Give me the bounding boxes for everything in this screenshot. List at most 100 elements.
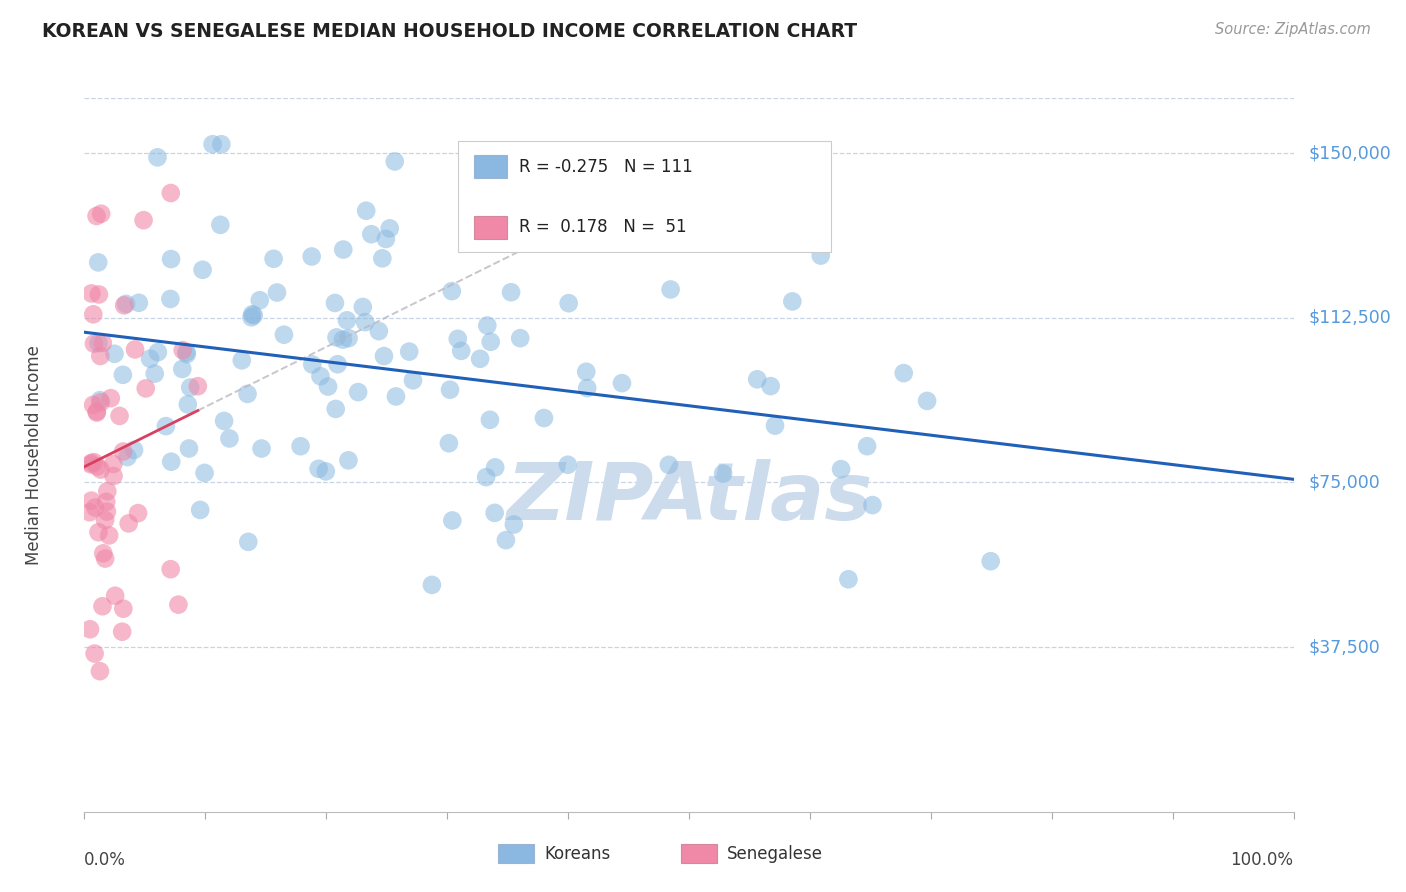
Point	[231, 353, 253, 368]
Point	[155, 419, 177, 434]
Text: $37,500: $37,500	[1308, 638, 1379, 656]
Point	[209, 218, 232, 232]
Point	[108, 409, 131, 423]
Point	[250, 442, 273, 456]
Point	[273, 327, 295, 342]
Point	[83, 647, 105, 661]
Point	[475, 470, 498, 484]
Point	[82, 398, 104, 412]
Point	[83, 336, 105, 351]
Point	[439, 383, 461, 397]
Point	[167, 598, 190, 612]
Point	[159, 562, 181, 576]
Point	[212, 414, 235, 428]
Point	[122, 442, 145, 457]
Point	[132, 213, 155, 227]
Point	[87, 287, 110, 301]
Text: KOREAN VS SENEGALESE MEDIAN HOUSEHOLD INCOME CORRELATION CHART: KOREAN VS SENEGALESE MEDIAN HOUSEHOLD IN…	[42, 22, 858, 41]
Text: $112,500: $112,500	[1308, 309, 1391, 326]
Text: R =  0.178   N =  51: R = 0.178 N = 51	[519, 219, 686, 236]
Point	[128, 295, 150, 310]
Point	[96, 505, 118, 519]
Point	[94, 513, 117, 527]
Point	[309, 369, 332, 384]
Point	[104, 589, 127, 603]
Point	[763, 418, 786, 433]
Point	[127, 506, 149, 520]
Point	[325, 330, 347, 344]
Point	[103, 469, 125, 483]
Point	[332, 333, 354, 347]
Point	[337, 453, 360, 467]
Point	[98, 528, 121, 542]
Text: R = -0.275   N = 111: R = -0.275 N = 111	[519, 158, 692, 176]
Point	[477, 318, 499, 333]
Point	[188, 503, 211, 517]
Point	[367, 324, 389, 338]
Point	[82, 307, 104, 321]
Point	[308, 462, 330, 476]
Point	[135, 381, 157, 395]
Point	[915, 393, 938, 408]
Point	[610, 376, 633, 391]
Point	[420, 578, 443, 592]
Point	[159, 292, 181, 306]
Point	[502, 517, 524, 532]
Point	[111, 624, 134, 639]
Point	[659, 283, 682, 297]
Point	[112, 601, 135, 615]
Point	[384, 154, 406, 169]
Point	[96, 495, 118, 509]
Point	[862, 498, 884, 512]
Text: Median Household Income: Median Household Income	[24, 345, 42, 565]
Point	[810, 249, 832, 263]
Point	[90, 462, 112, 476]
Text: ZIPAtlas: ZIPAtlas	[506, 458, 872, 537]
Point	[94, 551, 117, 566]
Point	[193, 466, 215, 480]
Text: Source: ZipAtlas.com: Source: ZipAtlas.com	[1215, 22, 1371, 37]
Point	[484, 460, 506, 475]
Point	[201, 137, 224, 152]
Point	[478, 413, 501, 427]
Point	[337, 331, 360, 345]
Point	[325, 401, 347, 416]
Point	[479, 334, 502, 349]
Point	[89, 393, 111, 408]
Point	[179, 380, 201, 394]
Point	[576, 381, 599, 395]
Point	[236, 387, 259, 401]
Point	[79, 622, 101, 636]
Point	[437, 436, 460, 450]
Point	[112, 444, 135, 458]
Point	[575, 365, 598, 379]
Point	[484, 506, 506, 520]
Point	[315, 464, 337, 478]
Point	[263, 252, 285, 266]
Point	[354, 315, 377, 329]
Point	[124, 343, 146, 357]
Point	[711, 467, 734, 481]
Point	[533, 411, 555, 425]
Point	[301, 358, 323, 372]
Point	[374, 232, 396, 246]
Point	[893, 366, 915, 380]
Point	[86, 209, 108, 223]
Point	[89, 349, 111, 363]
Point	[191, 262, 214, 277]
Point	[86, 459, 108, 474]
Point	[160, 455, 183, 469]
Point	[354, 203, 377, 218]
Point	[441, 513, 464, 527]
Point	[83, 455, 105, 469]
Text: $150,000: $150,000	[1308, 144, 1391, 162]
Point	[87, 336, 110, 351]
Point	[103, 347, 125, 361]
Point	[117, 450, 139, 464]
Point	[557, 458, 579, 472]
Point	[371, 252, 394, 266]
Text: $75,000: $75,000	[1308, 474, 1379, 491]
Point	[398, 344, 420, 359]
Point	[84, 500, 107, 515]
Point	[290, 439, 312, 453]
